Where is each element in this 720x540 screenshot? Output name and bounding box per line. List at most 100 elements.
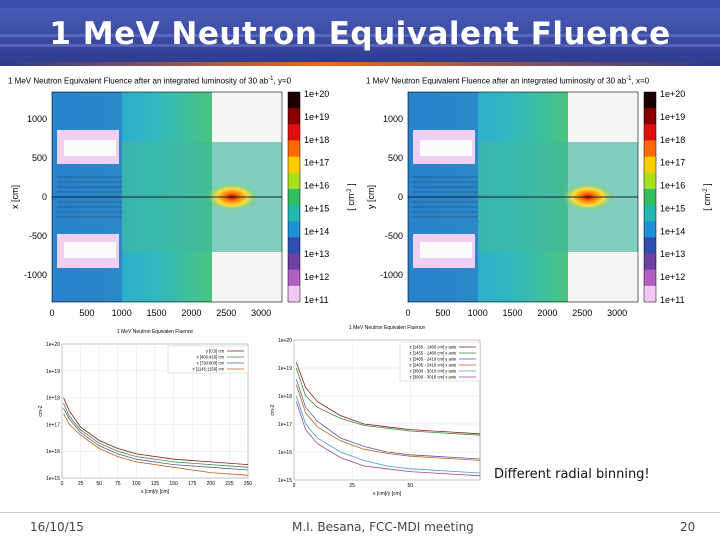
map-colorbar-segment [644,253,656,271]
chart-ytick-label: 1e+16 [46,449,60,455]
map-ylabel: x [cm] [10,185,20,209]
map-xtick-label: 0 [405,308,410,318]
map-colorbar-label: 1e+17 [660,158,685,168]
footer-author: M.I. Besana, FCC-MDI meeting [292,520,474,534]
chart-ytick-label: 1e+15 [278,478,292,484]
map-xlabel: z [cm] [511,321,535,322]
chart-xtick-label: 25 [349,483,355,489]
chart-xtick-label: 125 [151,481,160,487]
map-colorbar-segment [288,140,300,158]
map-xtick-label: 0 [49,308,54,318]
chart-series-line [295,401,481,477]
chart-ytick-label: 1e+18 [278,394,292,400]
chart-ytick-label: 1e+19 [46,369,60,375]
map-colorbar-frame [643,91,657,303]
map-colorbar-title-sup: -2 [347,188,353,194]
map-colorbar-segment [288,92,300,109]
map-ytick-label: 0 [42,192,47,202]
chart-legend-label: x [730:800] cm [197,361,225,366]
map-colorbar-segment [644,285,656,303]
map-colorbar-label: 1e+18 [304,135,329,145]
map-colorbar-segment [644,205,656,222]
map-colorbar-label: 1e+15 [304,203,329,213]
map-colorbar-label: 1e+12 [304,272,329,282]
chart-legend-label: z [2405 - 2410 cm] y axis [409,357,456,362]
chart-xtick-label: 250 [244,481,253,487]
chart-xtick-label: 75 [115,481,121,487]
map-colorbar-segment [644,237,656,255]
map-colorbar-segment [288,221,300,238]
map-colorbar-segment [644,156,656,174]
map-colorbar-label: 1e+11 [304,295,329,305]
chart-series-line [295,362,481,435]
map-xtick-label: 1500 [503,308,523,318]
map-ytick-label: 1000 [383,114,403,124]
map-colorbar-segment [288,108,300,125]
map-xtick-label: 1000 [112,308,132,318]
chart-legend-label: x [400:410] cm [197,355,225,360]
footer-date: 16/10/15 [30,520,84,534]
map-colorbar-title-end: ] [346,183,356,188]
map-colorbar-segment [288,205,300,222]
map-xtick-label: 1000 [468,308,488,318]
map-colorbar-title-end: ] [702,183,712,188]
map-colorbar-segment [288,188,300,206]
map-colorbar-label: 1e+16 [660,181,685,191]
map-colorbar-frame [287,91,301,303]
map-frame [51,91,283,303]
map-colorbar-segment [644,269,656,287]
map-xtick-label: 2000 [181,308,201,318]
map-ytick-label: -500 [385,231,403,241]
map-colorbar-label: 1e+20 [304,89,329,99]
map-frame [407,91,639,303]
chart-series-line [295,384,481,461]
map-colorbar-segment [644,140,656,158]
map-colorbar-title-sup: -2 [703,188,709,194]
chart-xtick-label: 100 [132,481,141,487]
map-colorbar-label: 1e+11 [660,295,685,305]
chart-series-line [63,408,249,471]
chart-ytick-label: 1e+19 [278,366,292,372]
chart-legend-box [399,341,481,382]
map-xtick-label: 2500 [572,308,592,318]
footer-divider [0,512,720,513]
chart-xtick-label: 25 [78,481,84,487]
map-magnet-core-upper [64,140,116,156]
map-xtick-label: 2500 [216,308,236,318]
chart-xlabel: x [cm]/y [cm] [141,489,170,495]
header-stripe-line-1 [0,34,720,37]
chart-series-line [63,402,249,468]
map-colorbar-label: 1e+14 [304,226,329,236]
chart-title: 1 MeV Neutron Equivalen Fluence [349,325,425,331]
map-canvas: 1000 500 0 -500 -1000 0 500 1000 1500 2000 2500 300… [10,89,356,322]
map-title: 1 MeV Neutron Equivalent Fluence after a… [366,76,650,86]
map-magnet-core-lower [420,242,472,258]
map-colorbar-segment [644,188,656,206]
fluence-map-y0: 1 MeV Neutron Equivalent Fluence after a… [0,70,360,322]
map-canvas: 1000 500 0 -500 -1000 0 500 1000 1500 2000 2500 300… [366,89,712,322]
map-colorbar-label: 1e+19 [304,112,329,122]
chart-legend-label: z [2405 - 2410 cm] x axis [409,363,456,368]
chart-legend-label: z [3000 - 3010 cm] y axis [409,369,456,374]
map-colorbar-label: 1e+15 [660,203,685,213]
map-colorbar-label: 1e+14 [660,226,685,236]
chart-xtick-label: 225 [225,481,234,487]
map-ytick-label: 500 [32,153,47,163]
chart-ytick-label: 1e+20 [278,338,292,344]
map-colorbar-segment [644,172,656,190]
chart-xtick-label: 150 [169,481,178,487]
map-colorbar-segment [288,172,300,190]
chart-series-line [63,397,249,465]
map-colorbar-segment [288,269,300,287]
map-ytick-label: -1000 [24,270,47,280]
map-ytick-label: 1000 [27,114,47,124]
chart-legend-label: z [3000 - 3010 cm] x axis [409,375,456,380]
chart-ylabel: cm-2 [38,405,44,416]
chart-ytick-label: 1e+17 [278,422,292,428]
map-title: 1 MeV Neutron Equivalent Fluence after a… [8,76,292,86]
map-xtick-label: 3000 [251,308,271,318]
radial-binning-note: Different radial binning! [494,467,650,482]
map-colorbar-label: 1e+16 [304,181,329,191]
chart-canvas: 1 MeV Neutron Equivalen Fluence 1e+20 1e+1… [270,325,481,497]
map-ylabel: y [cm] [366,185,376,209]
